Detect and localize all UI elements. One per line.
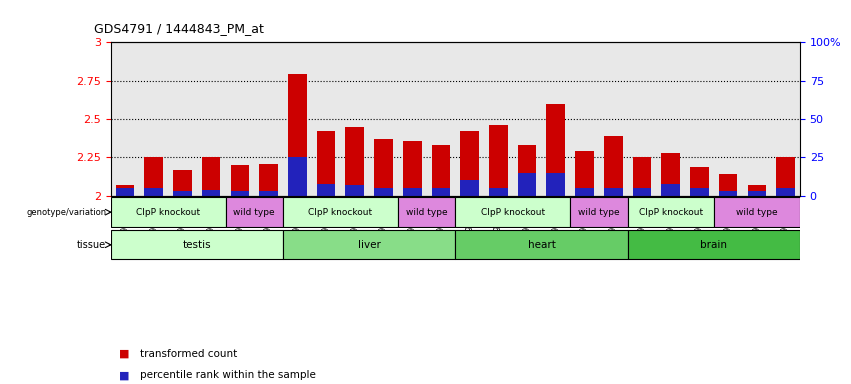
Text: GDS4791 / 1444843_PM_at: GDS4791 / 1444843_PM_at — [94, 22, 264, 35]
Bar — [546, 104, 565, 196]
Bar — [431, 188, 450, 196]
Bar — [460, 180, 479, 196]
Bar — [690, 167, 709, 196]
Bar — [690, 188, 709, 196]
Text: wild type: wild type — [736, 208, 778, 217]
Bar — [719, 191, 738, 196]
Bar — [714, 197, 800, 227]
Bar — [283, 230, 455, 260]
Bar — [747, 191, 766, 196]
Bar — [173, 191, 191, 196]
Bar — [202, 190, 220, 196]
Bar — [517, 173, 536, 196]
Text: ClpP knockout: ClpP knockout — [308, 208, 373, 217]
Bar — [632, 188, 651, 196]
Text: ■: ■ — [119, 370, 129, 380]
Bar — [604, 188, 623, 196]
Bar — [317, 184, 335, 196]
Bar — [570, 197, 627, 227]
Bar — [489, 188, 508, 196]
Bar — [517, 145, 536, 196]
Bar — [173, 170, 191, 196]
Bar — [317, 131, 335, 196]
Bar — [145, 157, 163, 196]
Bar — [455, 197, 570, 227]
Bar — [575, 188, 594, 196]
Bar — [632, 157, 651, 196]
Bar — [661, 184, 680, 196]
Text: wild type: wild type — [406, 208, 448, 217]
Bar — [283, 197, 398, 227]
Bar — [346, 127, 364, 196]
Bar — [260, 191, 278, 196]
Bar — [628, 230, 800, 260]
Bar — [661, 153, 680, 196]
Bar — [403, 141, 421, 196]
Bar — [260, 164, 278, 196]
Text: wild type: wild type — [233, 208, 275, 217]
Bar — [231, 165, 249, 196]
Bar — [460, 131, 479, 196]
Bar — [455, 230, 628, 260]
Text: ClpP knockout: ClpP knockout — [136, 208, 200, 217]
Bar — [231, 191, 249, 196]
Bar — [604, 136, 623, 196]
Bar — [116, 188, 134, 196]
Bar — [374, 188, 393, 196]
Text: testis: testis — [182, 240, 211, 250]
Bar — [116, 185, 134, 196]
Bar — [111, 197, 226, 227]
Bar — [747, 185, 766, 196]
Text: tissue: tissue — [77, 240, 106, 250]
Bar — [489, 125, 508, 196]
Text: ClpP knockout: ClpP knockout — [638, 208, 703, 217]
Bar — [111, 230, 283, 260]
Bar — [546, 173, 565, 196]
Bar — [628, 197, 714, 227]
Bar — [398, 197, 455, 227]
Bar — [431, 145, 450, 196]
Bar — [776, 157, 795, 196]
Bar — [145, 188, 163, 196]
Bar — [288, 74, 306, 196]
Text: percentile rank within the sample: percentile rank within the sample — [140, 370, 317, 380]
Text: genotype/variation: genotype/variation — [26, 208, 106, 217]
Bar — [719, 174, 738, 196]
Text: brain: brain — [700, 240, 728, 250]
Text: heart: heart — [528, 240, 556, 250]
Bar — [226, 197, 283, 227]
Bar — [575, 151, 594, 196]
Text: liver: liver — [357, 240, 380, 250]
Text: ■: ■ — [119, 349, 129, 359]
Text: wild type: wild type — [578, 208, 620, 217]
Text: transformed count: transformed count — [140, 349, 237, 359]
Bar — [403, 188, 421, 196]
Text: ClpP knockout: ClpP knockout — [481, 208, 545, 217]
Bar — [288, 157, 306, 196]
Bar — [374, 139, 393, 196]
Bar — [776, 188, 795, 196]
Bar — [202, 157, 220, 196]
Bar — [346, 185, 364, 196]
